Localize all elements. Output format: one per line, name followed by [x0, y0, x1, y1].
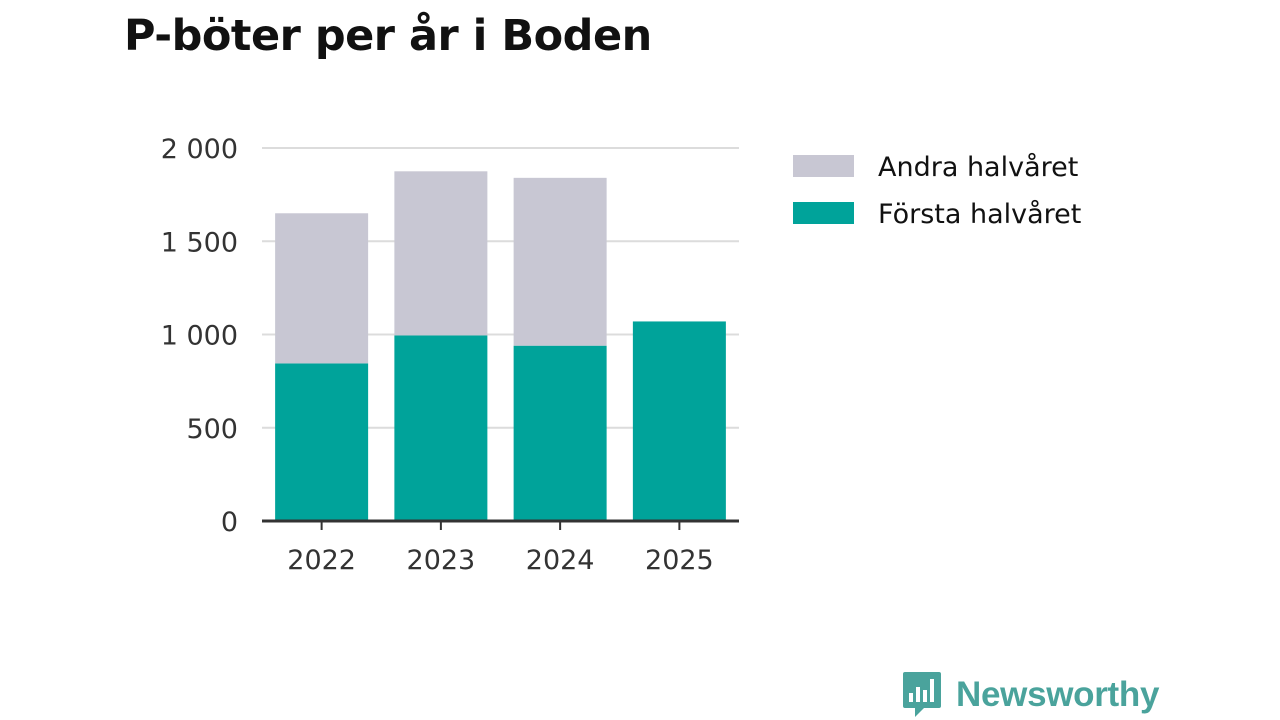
- bar-andra-halvaret: [394, 171, 488, 336]
- bar-andra-halvaret: [513, 177, 607, 346]
- legend-label: Första halvåret: [878, 199, 1081, 230]
- bar-forsta-halvaret: [513, 345, 607, 521]
- legend: Andra halvåret Första halvåret: [793, 152, 1081, 230]
- y-tick-label: 2 000: [161, 134, 238, 165]
- x-tick-label: 2022: [287, 545, 356, 576]
- y-tick-label: 0: [221, 507, 238, 538]
- brand-logo: Newsworthy: [902, 670, 1159, 720]
- axes: 0 500 1 000 1 500 2 000 2022 2023 2024 2025: [161, 134, 739, 576]
- newsworthy-bar-chart-icon: [903, 672, 941, 717]
- x-tick-label: 2023: [407, 545, 476, 576]
- bar-forsta-halvaret: [632, 321, 726, 521]
- brand-name: Newsworthy: [956, 675, 1160, 714]
- bar-forsta-halvaret: [394, 335, 488, 521]
- x-tick-label: 2024: [526, 545, 595, 576]
- legend-label: Andra halvåret: [878, 152, 1078, 183]
- y-tick-label: 1 500: [161, 227, 238, 258]
- y-tick-label: 500: [186, 414, 238, 445]
- bar-forsta-halvaret: [275, 363, 369, 521]
- legend-swatch: [793, 155, 854, 177]
- chart-title: P-böter per år i Boden: [124, 11, 652, 61]
- legend-swatch: [793, 202, 854, 224]
- x-tick-label: 2025: [645, 545, 714, 576]
- y-tick-label: 1 000: [161, 321, 238, 352]
- bars: [275, 171, 726, 521]
- bar-andra-halvaret: [275, 213, 369, 364]
